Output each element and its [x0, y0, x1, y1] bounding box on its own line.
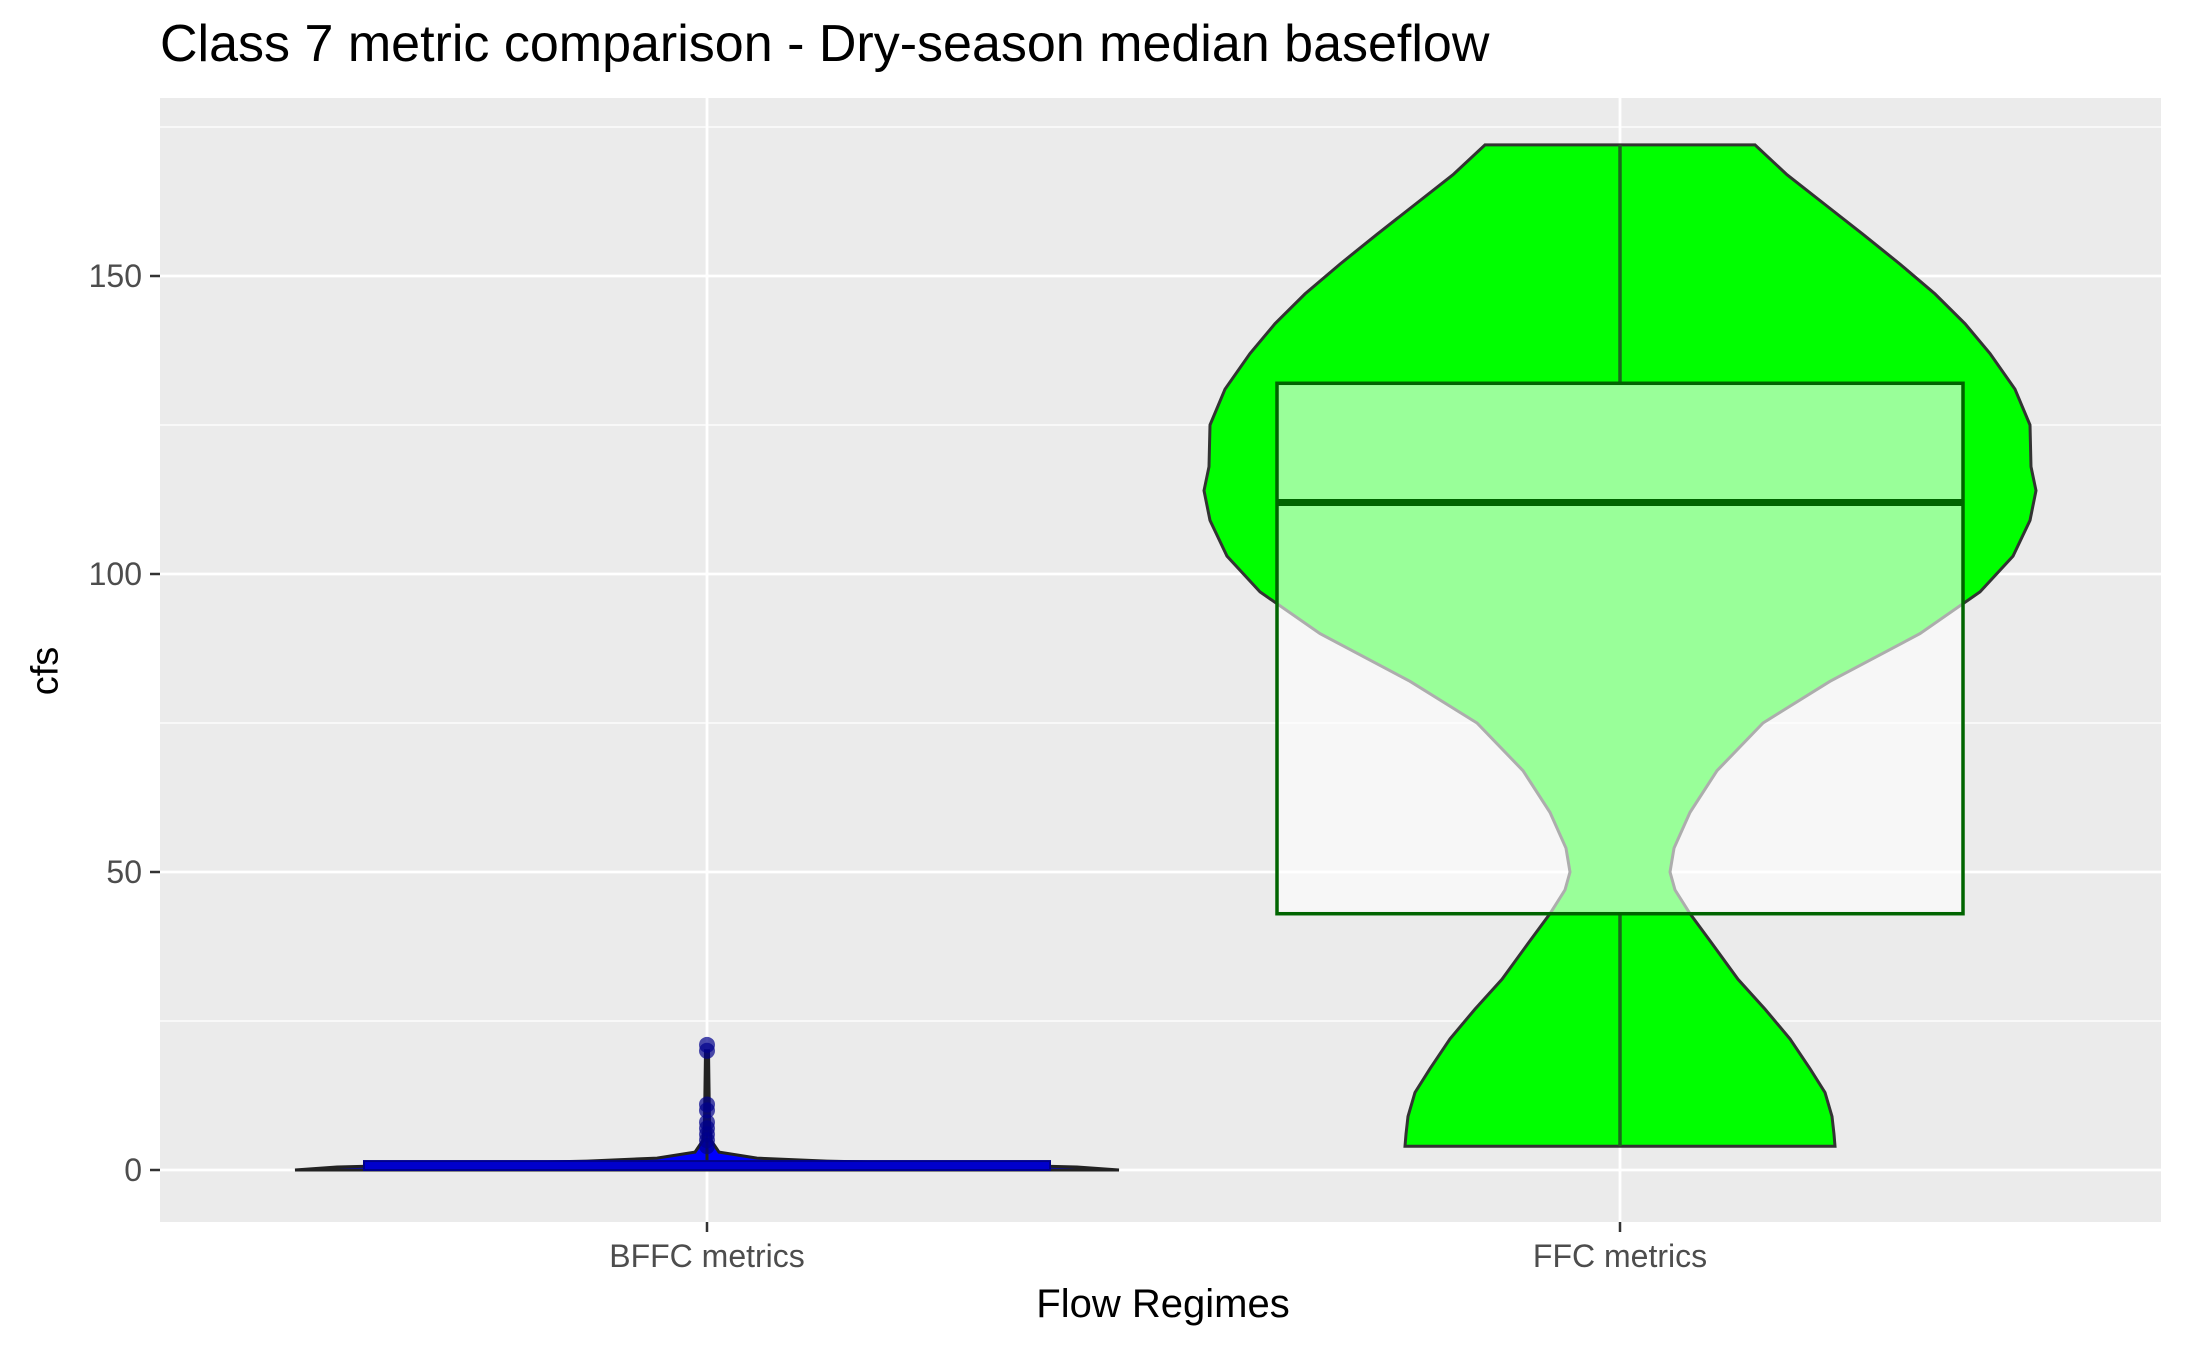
y-tick-label: 50: [106, 854, 142, 890]
bffc-box: [363, 1160, 1051, 1172]
x-axis-label: Flow Regimes: [1036, 1282, 1290, 1326]
bffc-outlier-point: [699, 1114, 715, 1131]
bffc-metrics-group: [294, 1036, 1120, 1172]
y-tick-label: 100: [89, 556, 142, 592]
x-tick-label: BFFC metrics: [609, 1238, 805, 1274]
chart-title: Class 7 metric comparison - Dry-season m…: [160, 15, 1490, 73]
bffc-outlier-point: [699, 1096, 715, 1113]
y-tick-label: 0: [124, 1152, 142, 1188]
ffc-metrics-group: [1202, 143, 2038, 1148]
axes: 0 50 100 150 BFFC metrics FFC metrics: [89, 258, 1707, 1274]
y-tick-label: 150: [89, 258, 142, 294]
bffc-outlier-point: [699, 1036, 715, 1053]
ffc-box: [1275, 381, 1965, 916]
x-tick-label: FFC metrics: [1533, 1238, 1707, 1274]
